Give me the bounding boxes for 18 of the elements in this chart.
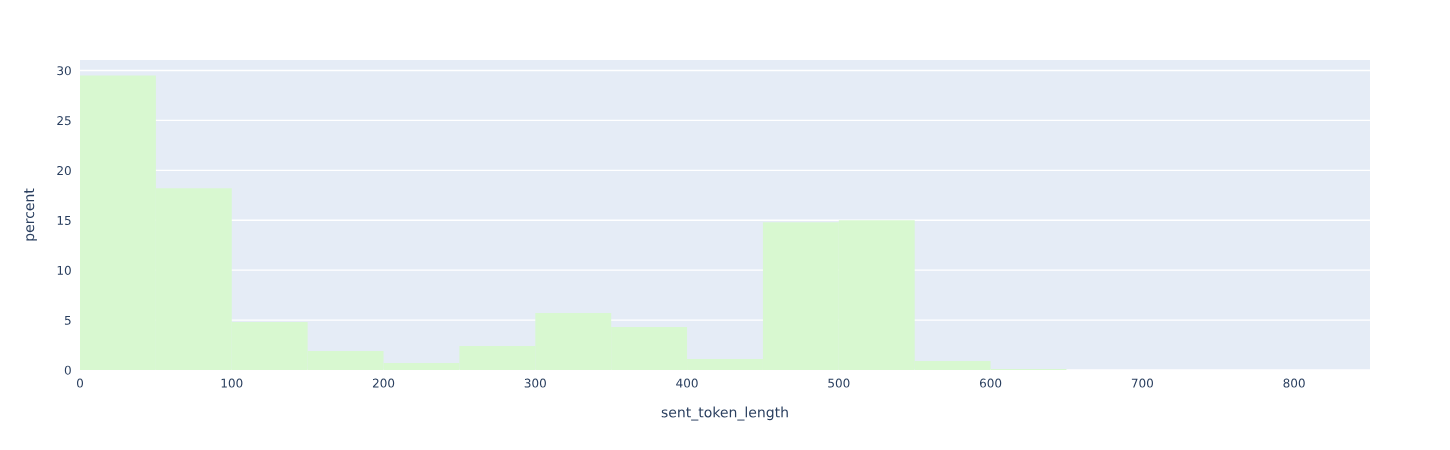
y-tick-label: 0 <box>64 365 71 375</box>
x-tick-label: 300 <box>524 378 546 388</box>
x-tick-label: 700 <box>1131 378 1154 388</box>
y-tick-label: 30 <box>57 66 71 76</box>
y-tick-label: 15 <box>57 216 71 225</box>
x-tick-label: 800 <box>1283 378 1305 388</box>
x-tick-label: 600 <box>979 378 1002 388</box>
y-axis-title: percent <box>24 188 37 241</box>
x-tick-label: 500 <box>828 378 850 388</box>
y-tick-label: 20 <box>57 165 71 176</box>
y-tick-label: 25 <box>57 116 71 126</box>
x-tick-label: 100 <box>221 378 243 388</box>
x-tick-label: 400 <box>676 378 698 388</box>
x-axis-title: sent_token_length <box>661 406 788 421</box>
y-tick-label: 5 <box>64 315 71 325</box>
x-tick-label: 200 <box>372 378 395 388</box>
x-tick-label: 0 <box>76 378 84 388</box>
y-tick-label: 10 <box>57 265 71 275</box>
